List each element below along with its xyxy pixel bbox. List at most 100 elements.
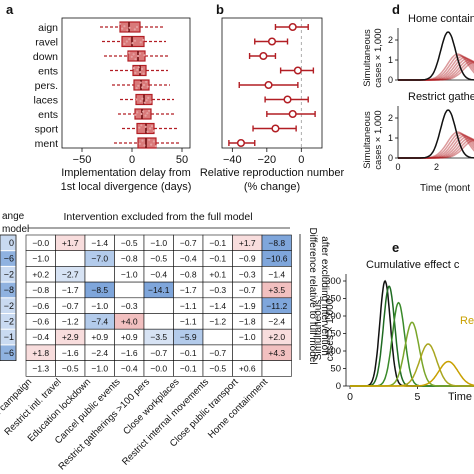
panel-d-title-top: Home contain [408,13,474,25]
panel-a-obs-dot [136,68,139,71]
panel-c-cell-value: −0.8 [32,285,49,295]
panel-c-cell [143,313,174,330]
panel-d-xtick-label: 2 [434,162,439,172]
panel-a-obs-dot [138,52,141,55]
panel-a-obs-dot [146,85,149,88]
panel-c-cell-value: −0.5 [62,364,79,374]
panel-b-letter: b [216,2,224,17]
panel-c-cell-value: −0.5 [150,254,167,264]
panel-a-obs-dot [137,66,140,69]
panel-c-left-value: −8 [4,285,14,295]
panel-c-left-cell [0,314,16,329]
panel-c-cell [84,266,115,283]
panel-c-cell-value: −0.1 [209,238,226,248]
panel-a-row-label: ment [35,138,58,150]
panel-a-obs-dot [142,83,145,87]
panel-c-cell-value: +4.3 [268,348,285,358]
panel-c-cell-value: +0.9 [121,332,138,342]
panel-b-estimate [259,51,268,61]
panel-b-estimate [283,95,292,104]
panel-a-obs-dot [139,100,142,103]
panel-c-cell-value: +0.9 [91,332,108,342]
panel-c-left-cell [0,282,16,298]
panel-a-obs-dot [143,54,146,57]
panel-c-cell-value: −0.6 [32,301,49,311]
panel-c-left-cell [0,251,16,266]
panel-a-xtick-label: 0 [129,154,135,166]
panel-d-ytick-label: 0 [388,153,393,163]
panel-a-obs-dot [145,80,148,83]
panel-a-obs-dot [134,71,137,74]
panel-c-cell-value: −0.3 [209,285,226,295]
panel-b-xtick-label: 0 [298,154,304,166]
panel-d-letter: d [392,2,400,17]
panel-b-xtick-label: −20 [257,154,276,166]
panel-c-cell-value: −14.1 [148,285,170,295]
panel-c-header-line2: model [2,224,29,235]
panel-c-cell-value: −1.3 [32,364,49,374]
panel-a-obs-dot [136,54,140,58]
panel-d-baseline-curve [398,109,474,159]
panel-c-cell-value: −0.5 [121,238,138,248]
panel-a-obs-dot [146,112,149,115]
panel-e-series-line [350,301,474,387]
panel-d-curves: Home contain Restrict gathe Simultaneous… [362,13,474,194]
panel-a-obs-dot [139,71,142,74]
panel-d-xlabel: Time (mont [420,183,470,194]
panel-a-obs-dot [136,111,139,114]
panel-c-cell-value: −0.5 [209,364,226,374]
panel-b-estimate [267,37,277,46]
panel-c-cell-value: −11.2 [266,301,287,311]
panel-c-cell-value: −1.0 [91,301,108,311]
panel-a-box [121,35,145,48]
panel-a-obs-dot [148,127,152,130]
panel-a-obs-dot [147,109,151,112]
panel-c-left-value: −2 [4,317,14,327]
panel-a-obs-dot [140,112,143,116]
panel-c-header-line1: ange [2,211,25,222]
panel-c-left-value: −6 [4,254,14,264]
panel-c-left-frame [0,234,17,361]
panel-a-obs-dot [125,40,128,43]
panel-c-left-value: −6 [4,348,14,358]
panel-a-obs-dot [134,113,137,116]
panel-e-ylabel-line2: cases × 1,000 [325,298,336,361]
panel-c-cell [202,328,233,346]
panel-d-title-bottom: Restrict gathe [408,91,474,103]
panel-a-obs-dot [138,142,141,145]
panel-c-cell [55,250,86,267]
panel-a-obs-dot [152,129,155,132]
panel-a-obs-dot [135,25,139,29]
panel-c-cell-value: −0.1 [180,348,197,358]
panel-c-left-value: −2 [4,269,14,279]
panel-c-left-value: −1 [4,332,14,342]
panel-a-obs-dot [141,67,144,70]
panel-e-ytick-label: 150 [325,329,341,340]
panel-b-xlabel-line2: (% change) [244,181,300,193]
panel-c-cell-value: +2.9 [62,332,79,342]
panel-a-box [137,137,157,149]
panel-c-left-cell [0,266,16,282]
panel-b-xlabel-line1: Relative reproduction number [200,167,345,179]
panel-c-cell-value: −1.4 [268,269,285,279]
panel-a-obs-dot [130,55,133,58]
panel-c-cell-value: +0.1 [209,269,226,279]
panel-a-obs-dot [149,100,152,103]
panel-a-obs-dot [147,96,150,99]
panel-c-cell-value: −8.5 [91,285,108,295]
panel-c-cell-value: −1.2 [62,317,79,327]
panel-c-cell-value: −1.0 [91,364,108,374]
panel-c-cell-value: −0.4 [150,269,167,279]
panel-c-cell-value: −1.0 [239,332,256,342]
panel-c-cell-value: +1.8 [32,348,49,358]
panel-e-ytick-label: 300 [325,276,341,287]
panel-e-ytick-label: 50 [330,364,341,375]
panel-a-obs-dot [131,42,134,45]
panel-a-obs-dot [144,125,147,128]
panel-c-cell-value: −0.3 [121,301,138,311]
panel-a-obs-dot [132,53,135,56]
panel-d-ylabel-top-1: Simultaneous [362,29,373,87]
panel-c-cell-value: −0.1 [180,364,197,374]
panel-e-series-line [350,285,474,387]
panel-a-obs-dot [139,81,142,84]
